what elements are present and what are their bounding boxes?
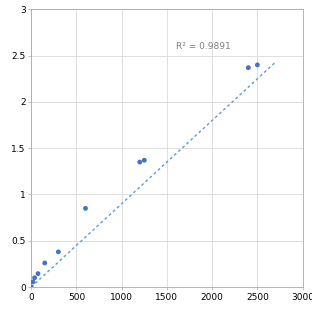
Point xyxy=(29,285,34,290)
Point xyxy=(255,62,260,67)
Point xyxy=(32,275,37,280)
Point xyxy=(246,65,251,70)
Point xyxy=(42,261,47,266)
Point xyxy=(36,271,41,276)
Point xyxy=(83,206,88,211)
Point xyxy=(56,249,61,254)
Text: R² = 0.9891: R² = 0.9891 xyxy=(176,42,231,51)
Point xyxy=(137,160,142,165)
Point xyxy=(30,280,35,285)
Point xyxy=(142,158,147,163)
